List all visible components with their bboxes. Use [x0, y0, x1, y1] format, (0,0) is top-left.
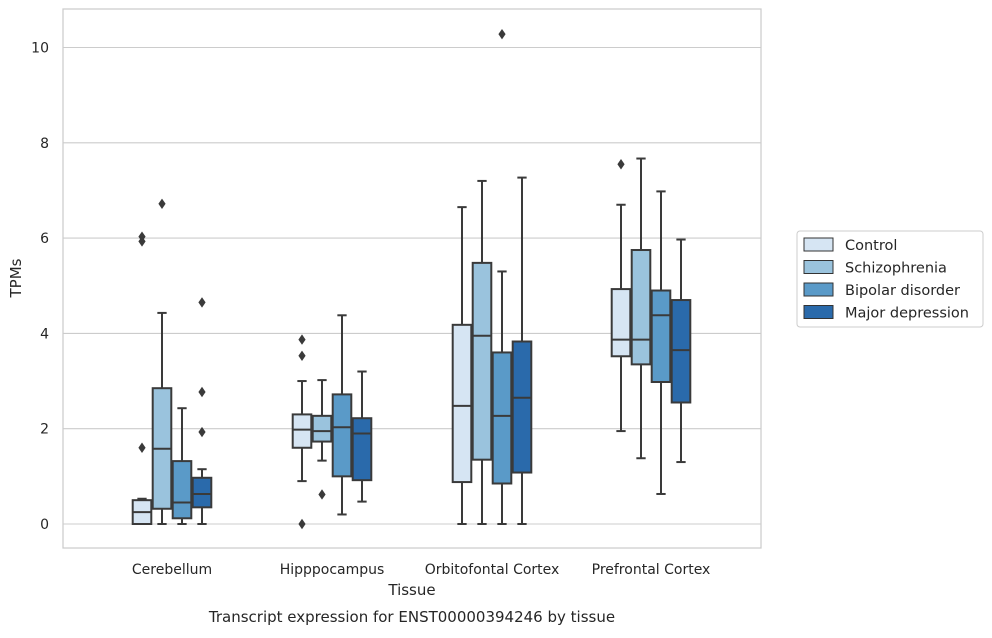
box-iqr — [670, 299, 692, 404]
outlier-point — [158, 198, 166, 209]
y-tick-label: 2 — [40, 422, 49, 438]
outlier-point — [298, 518, 306, 530]
box-groups — [131, 28, 692, 530]
box-iqr — [630, 249, 652, 366]
box-orbitofontal-cortex-schizophrenia — [471, 179, 493, 525]
box-iqr — [331, 393, 353, 478]
outlier-point — [138, 442, 146, 453]
box-hipppocampus-major-depression — [351, 370, 373, 503]
box-orbitofontal-cortex-major-depression — [511, 176, 533, 525]
outlier-point — [198, 297, 206, 308]
x-tick-label: Prefrontal Cortex — [592, 562, 711, 578]
box-iqr — [511, 340, 533, 474]
x-tick-label: Orbitofontal Cortex — [425, 562, 560, 578]
legend-label: Bipolar disorder — [845, 283, 960, 299]
x-tick-label: Hipppocampus — [280, 562, 385, 578]
box-hipppocampus-bipolar-disorder — [331, 314, 353, 516]
x-axis-label: Tissue — [387, 581, 435, 599]
outlier-point — [318, 489, 326, 500]
box-cerebellum-schizophrenia — [151, 198, 173, 525]
box-iqr — [491, 351, 513, 485]
box-iqr — [650, 289, 672, 384]
legend-label: Major depression — [845, 306, 969, 322]
box-hipppocampus-control — [291, 334, 313, 530]
legend: Control Schizophrenia Bipolar disorder Majo… — [796, 230, 984, 328]
box-prefrontal-cortex-control — [610, 159, 632, 433]
box-cerebellum-control — [131, 231, 153, 525]
x-tick-label: Cerebellum — [132, 562, 212, 578]
y-tick-label: 0 — [40, 517, 49, 533]
y-tick-label: 8 — [40, 136, 49, 152]
outlier-point — [298, 350, 306, 361]
box-iqr — [311, 414, 333, 443]
y-tick-label: 4 — [40, 326, 49, 342]
box-prefrontal-cortex-schizophrenia — [630, 157, 652, 460]
box-iqr — [610, 288, 632, 358]
box-iqr — [351, 417, 373, 482]
legend-swatch — [803, 237, 834, 252]
y-tick-label: 10 — [31, 41, 49, 57]
legend-swatch — [803, 305, 834, 319]
plot-frame — [62, 8, 762, 549]
box-iqr — [191, 476, 213, 509]
box-iqr — [291, 413, 313, 449]
y-tick-labels: 0 2 4 6 8 10 — [31, 41, 49, 534]
legend-label: Control — [845, 238, 897, 254]
y-axis-label: TPMs — [7, 258, 25, 298]
legend-swatch — [803, 282, 834, 297]
box-cerebellum-major-depression — [191, 297, 213, 525]
box-orbitofontal-cortex-control — [451, 206, 473, 525]
legend-frame — [796, 230, 984, 328]
outlier-point — [198, 426, 206, 438]
box-hipppocampus-schizophrenia — [311, 379, 333, 500]
outlier-point — [617, 159, 625, 170]
chart-caption: Transcript expression for ENST0000039424… — [208, 608, 615, 626]
box-orbitofontal-cortex-bipolar-disorder — [491, 28, 513, 525]
outlier-point — [298, 334, 306, 345]
x-tick-labels: Cerebellum Hipppocampus Orbitofontal Corte… — [132, 562, 710, 578]
legend-label: Schizophrenia — [845, 261, 947, 277]
outlier-point — [498, 28, 506, 40]
box-cerebellum-bipolar-disorder — [171, 407, 193, 525]
y-tick-label: 6 — [40, 231, 49, 247]
box-prefrontal-cortex-major-depression — [670, 238, 692, 464]
box-iqr — [471, 261, 493, 461]
box-iqr — [451, 323, 473, 484]
outlier-point — [138, 231, 146, 242]
box-prefrontal-cortex-bipolar-disorder — [650, 190, 672, 495]
legend-swatch — [803, 260, 834, 274]
box-iqr — [171, 460, 193, 520]
outlier-point — [198, 386, 206, 398]
